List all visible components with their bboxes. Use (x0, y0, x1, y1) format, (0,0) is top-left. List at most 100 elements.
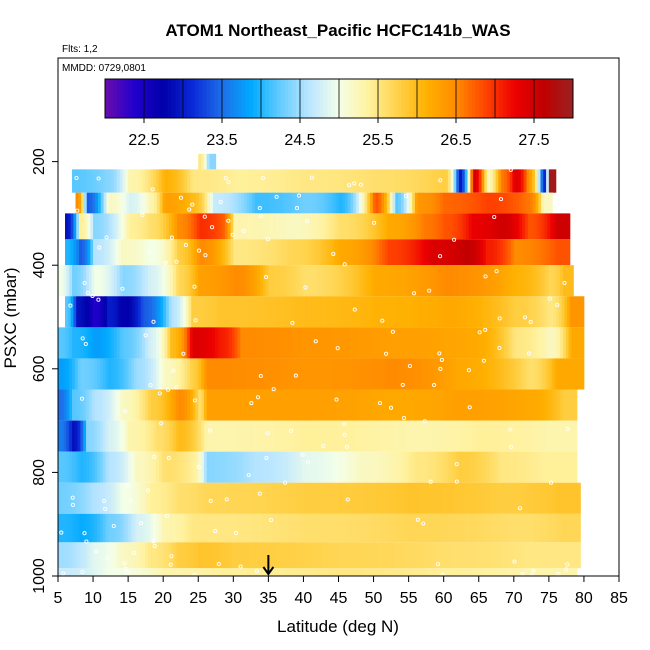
heatmap-cell (410, 239, 414, 266)
colorbar-swatch (292, 79, 297, 118)
heatmap-cell (198, 389, 202, 421)
heatmap-cell (365, 296, 369, 328)
heatmap-cell (419, 420, 424, 452)
heatmap-cell (484, 451, 488, 483)
heatmap-cell (95, 192, 99, 214)
heatmap-cell (227, 213, 231, 240)
heatmap-cell (482, 239, 487, 266)
heatmap-cell (546, 327, 550, 359)
heatmap-cell (576, 513, 581, 543)
heatmap-cell (290, 568, 295, 576)
y-tick-label: 600 (31, 355, 48, 382)
heatmap-cell (356, 213, 360, 240)
colorbar-swatch (495, 79, 500, 118)
heatmap-cell (261, 213, 265, 240)
heatmap-cell (220, 482, 224, 514)
heatmap-cell (248, 265, 252, 297)
heatmap-cell (195, 265, 199, 297)
heatmap-cell (136, 542, 140, 569)
heatmap-cell (417, 265, 421, 297)
heatmap-cell (526, 482, 530, 514)
heatmap-cell (217, 568, 222, 576)
heatmap-cell (453, 169, 457, 193)
heatmap-cell (388, 420, 393, 452)
heatmap-cell (313, 451, 317, 483)
sample-point (377, 400, 383, 406)
heatmap-cell (213, 213, 217, 240)
heatmap-cell (290, 327, 295, 359)
colorbar-swatch (124, 79, 129, 118)
heatmap-cell (426, 192, 430, 214)
heatmap-cell (276, 169, 280, 193)
heatmap-cell (579, 513, 581, 543)
heatmap-cell (156, 542, 160, 569)
colorbar-swatch (557, 79, 562, 118)
heatmap-cell (495, 482, 499, 514)
heatmap-cell (468, 192, 472, 214)
heatmap-cell (98, 213, 102, 240)
heatmap-cell (529, 420, 533, 452)
sample-point (70, 502, 75, 507)
heatmap-cell (503, 169, 508, 193)
heatmap-cell (388, 482, 393, 514)
heatmap-cell (358, 420, 362, 452)
heatmap-cell (74, 513, 79, 543)
heatmap-cell (91, 265, 95, 297)
heatmap-cell (300, 296, 304, 328)
heatmap-cell (63, 513, 67, 543)
heatmap-cell (70, 213, 74, 240)
heatmap-cell (80, 389, 84, 421)
heatmap-cell (215, 327, 219, 359)
heatmap-cell (192, 265, 196, 297)
heatmap-cell (493, 192, 497, 214)
heatmap-cell (506, 389, 511, 421)
heatmap-cell (181, 265, 185, 297)
heatmap-cell (475, 451, 480, 483)
heatmap-cell (470, 568, 474, 576)
heatmap-cell (95, 239, 100, 266)
heatmap-cell (376, 213, 380, 240)
sample-point (547, 296, 552, 301)
heatmap-cell (407, 239, 411, 266)
heatmap-cell (346, 327, 351, 359)
sample-point (454, 479, 459, 484)
heatmap-cell (470, 482, 474, 514)
heatmap-cell (144, 451, 149, 483)
heatmap-cell (223, 420, 227, 452)
heatmap-cell (217, 513, 222, 543)
heatmap-cell (418, 296, 422, 328)
heatmap-cell (257, 358, 261, 390)
heatmap-cell (182, 239, 187, 266)
heatmap-cell (266, 239, 271, 266)
heatmap-cell (359, 213, 363, 240)
heatmap-cell (173, 327, 177, 359)
heatmap-cell (457, 239, 461, 266)
heatmap-cell (154, 239, 158, 266)
heatmap-cell (273, 327, 278, 359)
heatmap-cell (339, 213, 344, 240)
heatmap-cell (226, 358, 230, 390)
heatmap-cell (199, 296, 203, 328)
heatmap-cell (439, 451, 443, 483)
heatmap-cell (544, 239, 548, 266)
heatmap-cell (147, 451, 151, 483)
heatmap-cell (76, 239, 80, 266)
heatmap-cell (139, 451, 143, 483)
heatmap-cell (206, 451, 210, 483)
heatmap-cell (520, 265, 525, 297)
heatmap-cell (195, 482, 199, 514)
heatmap-cell (268, 451, 272, 483)
heatmap-cell (173, 513, 177, 543)
heatmap-cell (73, 296, 77, 328)
heatmap-cell (377, 482, 381, 514)
heatmap-cell (388, 542, 393, 569)
heatmap-cell (233, 213, 237, 240)
heatmap-cell (246, 192, 250, 214)
colorbar-swatch (105, 79, 110, 118)
heatmap-cell (114, 358, 118, 390)
heatmap-cell (158, 451, 163, 483)
heatmap-cell (178, 358, 182, 390)
heatmap-cell (488, 296, 492, 328)
heatmap-cell (73, 239, 77, 266)
heatmap-cell (349, 358, 353, 390)
